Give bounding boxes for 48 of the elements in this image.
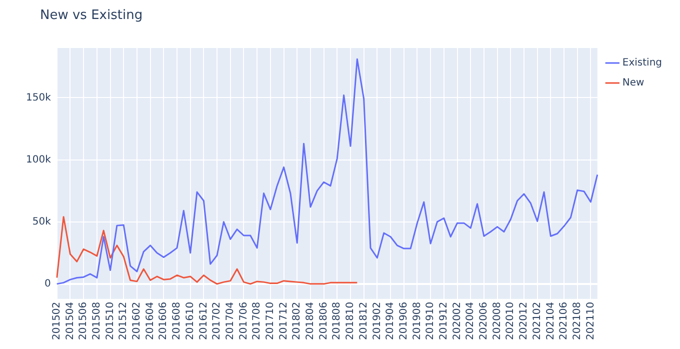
x-tick-label: 201904 bbox=[385, 302, 396, 340]
x-tick-label: 201510 bbox=[104, 302, 116, 340]
x-tick-label: 201602 bbox=[132, 302, 143, 340]
x-tick-label: 202002 bbox=[452, 302, 463, 340]
x-tick-label: 201902 bbox=[372, 302, 383, 340]
x-tick-label: 201906 bbox=[398, 302, 410, 340]
x-tick-label: 201506 bbox=[78, 302, 90, 340]
x-tick-label: 202104 bbox=[545, 302, 556, 340]
x-tick-label: 201610 bbox=[184, 302, 196, 340]
x-tick-label: 201912 bbox=[438, 302, 450, 340]
x-tick-label: 201808 bbox=[332, 302, 343, 340]
chart-title: New vs Existing bbox=[40, 8, 143, 23]
x-tick-label: 202008 bbox=[492, 302, 503, 340]
x-tick-label: 202004 bbox=[465, 302, 476, 340]
x-tick-label: 201702 bbox=[212, 302, 223, 340]
x-tick-label: 202108 bbox=[572, 302, 583, 340]
x-tick-label: 201512 bbox=[118, 302, 130, 340]
x-tick-label: 201504 bbox=[64, 302, 76, 340]
x-tick-label: 201706 bbox=[238, 302, 250, 340]
y-tick-label: 50k bbox=[32, 216, 52, 228]
x-tick-label: 201810 bbox=[345, 302, 356, 340]
x-tick-label: 201608 bbox=[172, 302, 183, 340]
legend-label: New bbox=[622, 78, 644, 89]
x-tick-label: 201704 bbox=[224, 302, 236, 340]
x-tick-label: 201708 bbox=[252, 302, 263, 340]
x-tick-label: 202010 bbox=[505, 302, 516, 340]
x-tick-label: 201710 bbox=[265, 302, 276, 340]
x-tick-label: 202102 bbox=[532, 302, 543, 340]
x-tick-label: 201712 bbox=[278, 302, 290, 340]
x-tick-label: 201806 bbox=[318, 302, 330, 340]
x-tick-label: 202106 bbox=[558, 302, 570, 340]
x-tick-label: 201812 bbox=[358, 302, 370, 340]
x-tick-label: 201612 bbox=[198, 302, 210, 340]
x-tick-label: 201604 bbox=[144, 302, 156, 340]
x-tick-label: 202012 bbox=[518, 302, 530, 340]
x-tick-label: 202110 bbox=[585, 302, 596, 340]
x-tick-label: 201908 bbox=[412, 302, 423, 340]
y-tick-label: 100k bbox=[26, 154, 52, 166]
legend-label: Existing bbox=[622, 58, 662, 69]
x-tick-label: 202006 bbox=[478, 302, 490, 340]
x-tick-label: 201802 bbox=[292, 302, 303, 340]
x-tick-label: 201606 bbox=[158, 302, 170, 340]
x-tick-label: 201508 bbox=[92, 302, 103, 340]
x-tick-label: 201910 bbox=[425, 302, 436, 340]
y-tick-label: 150k bbox=[26, 92, 52, 104]
x-tick-label: 201502 bbox=[51, 302, 62, 340]
x-tick-label: 201804 bbox=[305, 302, 316, 340]
y-tick-label: 0 bbox=[44, 278, 51, 290]
